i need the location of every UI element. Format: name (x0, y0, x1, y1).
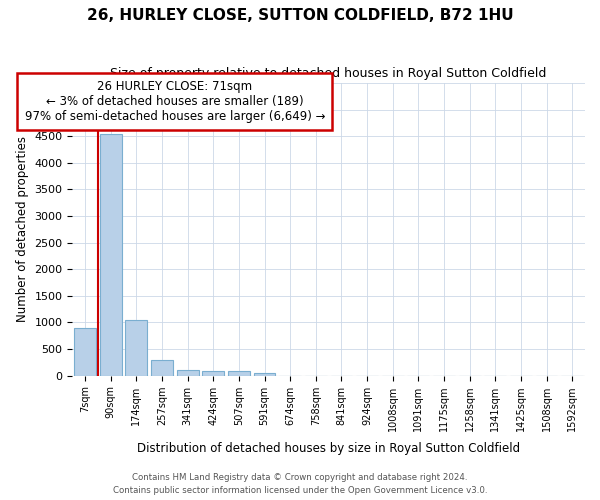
Title: Size of property relative to detached houses in Royal Sutton Coldfield: Size of property relative to detached ho… (110, 68, 547, 80)
Bar (100, 134, 122, 376)
Bar (254, 373, 275, 376)
Y-axis label: Number of detached properties: Number of detached properties (16, 136, 29, 322)
Text: 26, HURLEY CLOSE, SUTTON COLDFIELD, B72 1HU: 26, HURLEY CLOSE, SUTTON COLDFIELD, B72 … (86, 8, 514, 22)
Bar (74, 328, 96, 376)
Text: 26 HURLEY CLOSE: 71sqm
← 3% of detached houses are smaller (189)
97% of semi-det: 26 HURLEY CLOSE: 71sqm ← 3% of detached … (25, 80, 325, 123)
Text: Contains HM Land Registry data © Crown copyright and database right 2024.
Contai: Contains HM Land Registry data © Crown c… (113, 474, 487, 495)
Bar (202, 372, 224, 376)
Bar (125, 320, 147, 376)
Bar (151, 360, 173, 376)
Bar (228, 372, 250, 376)
X-axis label: Distribution of detached houses by size in Royal Sutton Coldfield: Distribution of detached houses by size … (137, 442, 520, 455)
Bar (177, 370, 199, 376)
